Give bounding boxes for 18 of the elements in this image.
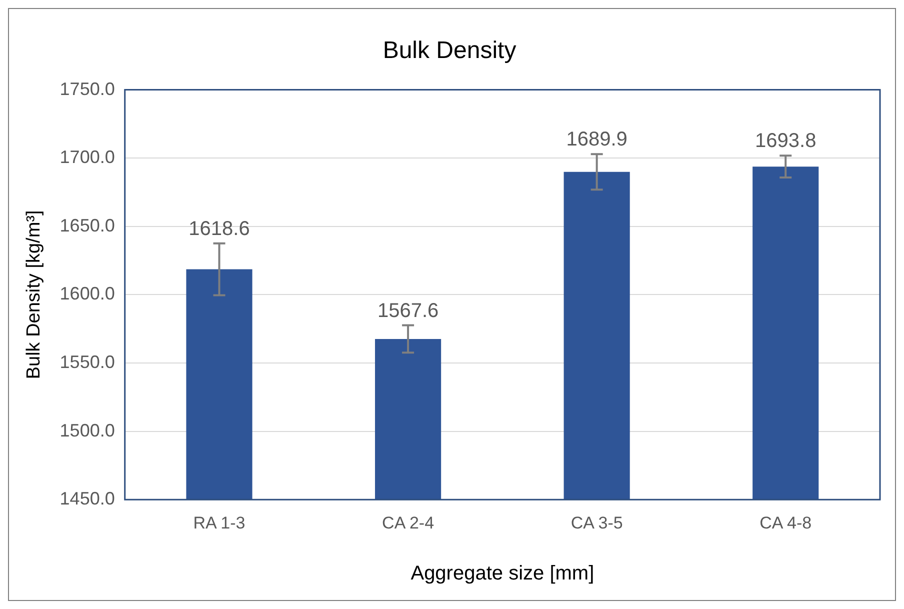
x-axis-title: Aggregate size [mm] [410, 562, 594, 585]
y-tick-label: 1450.0 [60, 488, 115, 509]
y-tick-label: 1700.0 [60, 147, 115, 168]
y-tick-label: 1550.0 [60, 352, 115, 372]
y-tick-label: 1600.0 [60, 284, 115, 304]
y-tick-label: 1500.0 [60, 420, 115, 440]
y-tick-label: 1750.0 [60, 78, 115, 99]
x-tick-label: CA 3-5 [570, 513, 623, 532]
chart-title: Bulk Density [382, 37, 516, 64]
x-tick-label: CA 4-8 [760, 513, 812, 532]
x-tick-label: RA 1-3 [193, 513, 246, 532]
y-tick-label: 1650.0 [60, 215, 115, 236]
data-label: 1689.9 [566, 128, 628, 151]
x-tick-label: CA 2-4 [382, 513, 434, 532]
data-label: 1567.6 [377, 300, 439, 322]
data-label: 1618.6 [188, 218, 250, 240]
y-axis-title: Bulk Density [kg/m³] [24, 210, 45, 380]
data-label: 1693.8 [755, 130, 816, 152]
